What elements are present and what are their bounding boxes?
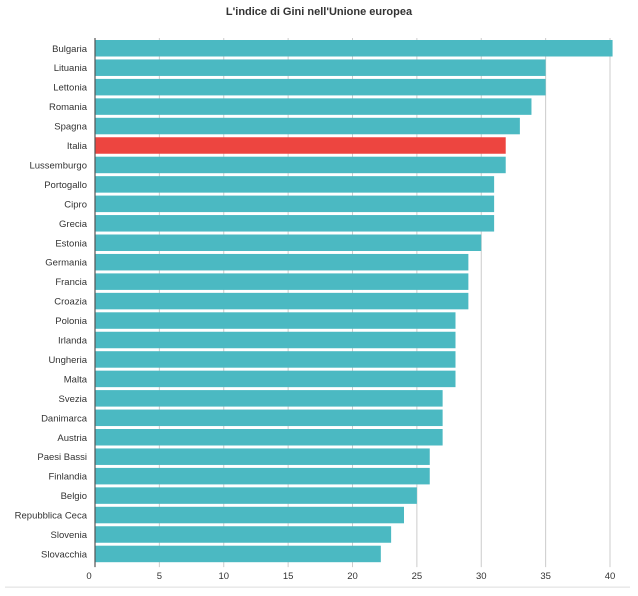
category-label: Croazia	[54, 297, 87, 308]
x-tick-label: 20	[347, 571, 358, 582]
category-label: Cipro	[64, 199, 87, 210]
category-label: Finlandia	[48, 472, 87, 483]
category-label: Malta	[64, 374, 88, 385]
category-label: Portogallo	[44, 180, 87, 191]
category-label: Danimarca	[41, 413, 88, 424]
category-label: Bulgaria	[52, 44, 88, 55]
bar	[95, 545, 381, 563]
category-label: Polonia	[55, 316, 87, 327]
chart-title: L'indice di Gini nell'Unione europea	[225, 6, 413, 18]
bar	[95, 156, 506, 174]
category-label: Germania	[45, 258, 87, 269]
category-label: Repubblica Ceca	[15, 511, 88, 522]
bar	[95, 351, 456, 368]
category-label: Svezia	[58, 394, 87, 405]
bar	[95, 215, 495, 232]
category-label: Francia	[55, 277, 87, 288]
x-tick-label: 25	[412, 571, 423, 582]
bar	[95, 40, 613, 57]
bar	[95, 409, 443, 427]
x-tick-label: 40	[605, 571, 616, 582]
category-label: Slovacchia	[41, 549, 88, 560]
category-label: Romania	[49, 102, 88, 113]
bar	[95, 312, 456, 329]
bar	[95, 78, 546, 96]
x-tick-label: 15	[283, 571, 294, 582]
x-tick-label: 30	[476, 571, 487, 582]
category-label: Lettonia	[53, 83, 88, 94]
bar	[95, 506, 404, 524]
category-label: Irlanda	[58, 336, 88, 347]
x-tick-label: 0	[86, 571, 91, 582]
bar	[95, 292, 469, 310]
bar	[95, 370, 456, 388]
bar	[95, 487, 417, 504]
bar	[95, 98, 532, 115]
bar	[95, 390, 443, 407]
bar	[95, 448, 430, 465]
x-tick-label: 10	[218, 571, 229, 582]
category-label: Paesi Bassi	[37, 452, 87, 463]
category-label: Austria	[57, 433, 87, 444]
bar	[95, 195, 495, 213]
x-tick-label: 35	[540, 571, 551, 582]
bar	[95, 117, 520, 135]
category-label: Lituania	[54, 63, 88, 74]
category-label: Grecia	[59, 219, 88, 230]
bar	[95, 273, 469, 290]
category-label: Estonia	[55, 238, 87, 249]
bar	[95, 429, 443, 446]
bar	[95, 234, 482, 251]
bar	[95, 176, 495, 193]
category-label: Ungheria	[48, 355, 87, 366]
bar	[95, 59, 546, 76]
bar	[95, 331, 456, 349]
bar	[95, 467, 430, 485]
category-label: Italia	[67, 141, 88, 152]
bar	[95, 137, 506, 154]
category-label: Spagna	[54, 122, 87, 133]
category-label: Lussemburgo	[29, 160, 87, 171]
x-tick-label: 5	[157, 571, 162, 582]
category-label: Slovenia	[51, 530, 88, 541]
bar	[95, 526, 392, 543]
bar	[95, 253, 469, 271]
category-label: Belgio	[61, 491, 87, 502]
